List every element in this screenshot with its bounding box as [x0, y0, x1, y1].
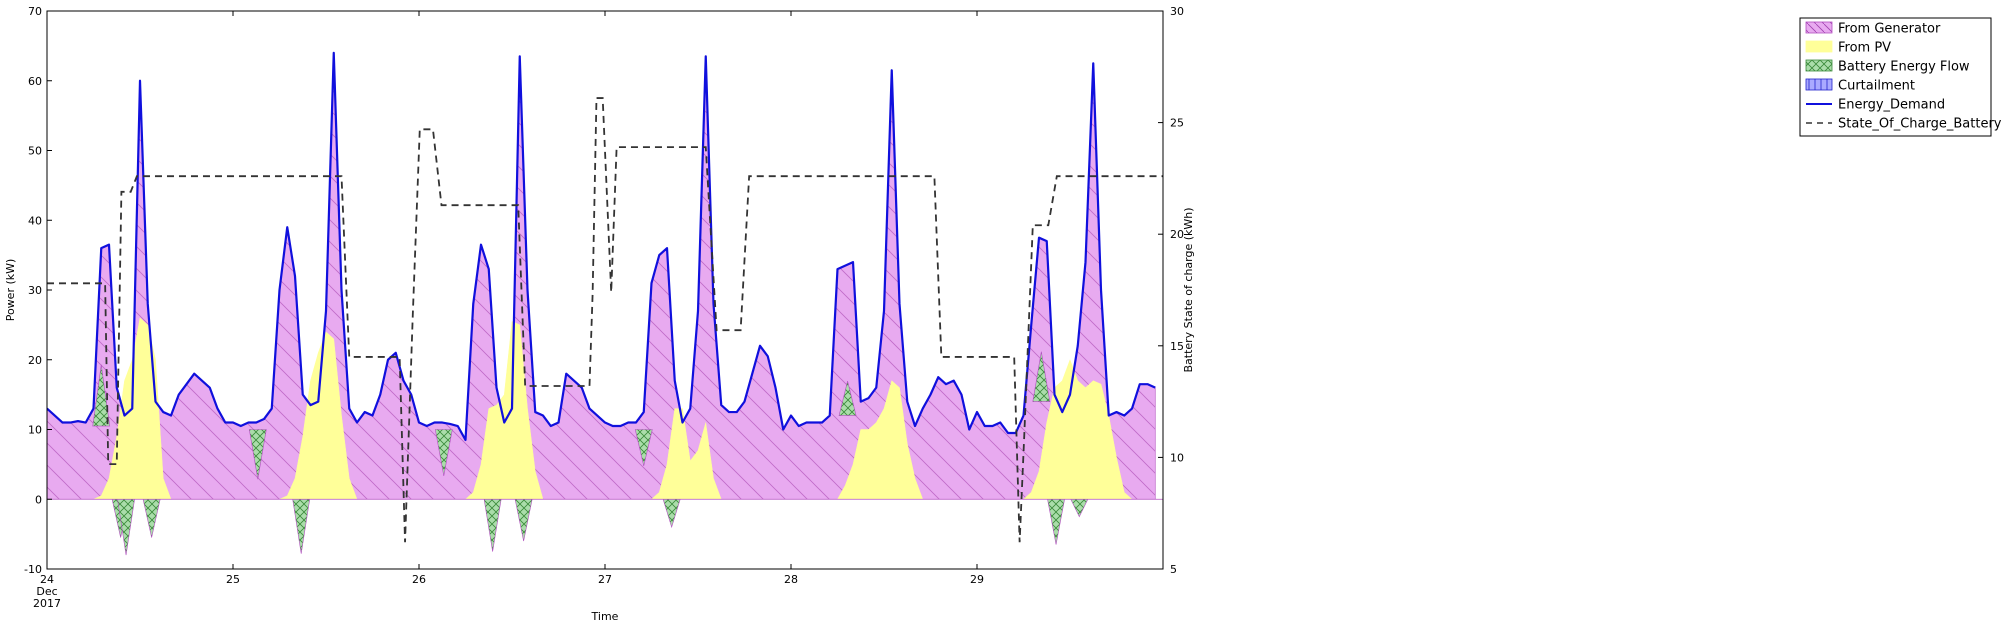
battery-flow-mark [292, 498, 311, 554]
y2-tick-label: 30 [1170, 5, 1184, 18]
y-axis-label: Power (kW) [4, 259, 17, 322]
legend-swatch [1805, 40, 1833, 53]
legend-swatch [1805, 59, 1833, 72]
x-tick-label: 26 [412, 573, 426, 586]
y2-tick-label: 25 [1170, 117, 1184, 130]
battery-flow-mark [434, 429, 453, 476]
y2-axis-label: Battery State of charge (kWh) [1182, 207, 1195, 372]
battery-flow-mark [142, 498, 161, 538]
y2-tick-label: 10 [1170, 451, 1184, 464]
battery-flow-mark [662, 498, 681, 529]
y-tick-label: 50 [28, 145, 42, 158]
battery-flow-mark [838, 380, 857, 416]
x-tick-label: 27 [598, 573, 612, 586]
y-tick-label: 0 [35, 493, 42, 506]
battery-flow-mark [483, 498, 502, 552]
battery-flow-mark [1032, 351, 1051, 402]
x-tick-sublabel: 2017 [33, 597, 61, 610]
y-tick-label: 40 [28, 214, 42, 227]
legend-label: From PV [1838, 41, 1891, 56]
y-axis-left: -10 0 10 20 30 40 50 60 70 [24, 5, 52, 576]
y-tick-label: 60 [28, 75, 42, 88]
y2-tick-label: 20 [1170, 228, 1184, 241]
battery-flow-mark [92, 364, 111, 427]
generator-area [47, 52, 1156, 500]
x-tick-label: 24 [40, 573, 54, 586]
battery-flow-mark [634, 429, 653, 467]
battery-flow-mark [1070, 498, 1089, 518]
legend-swatch [1805, 21, 1833, 34]
x-tick-label: 25 [226, 573, 240, 586]
legend-box [1799, 17, 1992, 137]
x-tick-label: 28 [784, 573, 798, 586]
x-axis-label: Time [591, 610, 619, 623]
y-tick-label: -10 [24, 563, 42, 576]
plot-area [47, 51, 1163, 556]
x-tick-sublabel: Dec [36, 585, 57, 598]
x-tick-label: 29 [970, 573, 984, 586]
y-axis-right: 5 10 15 20 25 30 [1158, 5, 1184, 576]
y-tick-label: 20 [28, 354, 42, 367]
y2-tick-label: 5 [1170, 563, 1177, 576]
legend-label: From Generator [1838, 22, 1941, 37]
y2-tick-label: 15 [1170, 340, 1184, 353]
legend-label: Battery Energy Flow [1838, 60, 1970, 75]
legend: From Generator From PV Battery Energy Flow… [1799, 17, 2001, 137]
legend-label: Energy_Demand [1838, 98, 1945, 113]
battery-flow-mark [248, 429, 267, 480]
legend-swatch [1805, 78, 1833, 91]
y-tick-label: 10 [28, 424, 42, 437]
y-tick-label: 70 [28, 5, 42, 18]
legend-label: State_Of_Charge_Battery [1838, 117, 2001, 132]
battery-flow-mark [514, 498, 533, 542]
y-tick-label: 30 [28, 284, 42, 297]
battery-flow-mark [1047, 498, 1065, 545]
energy-demand-line [47, 51, 1156, 442]
legend-label: Curtailment [1838, 79, 1915, 94]
state-of-charge-line [47, 97, 1163, 543]
